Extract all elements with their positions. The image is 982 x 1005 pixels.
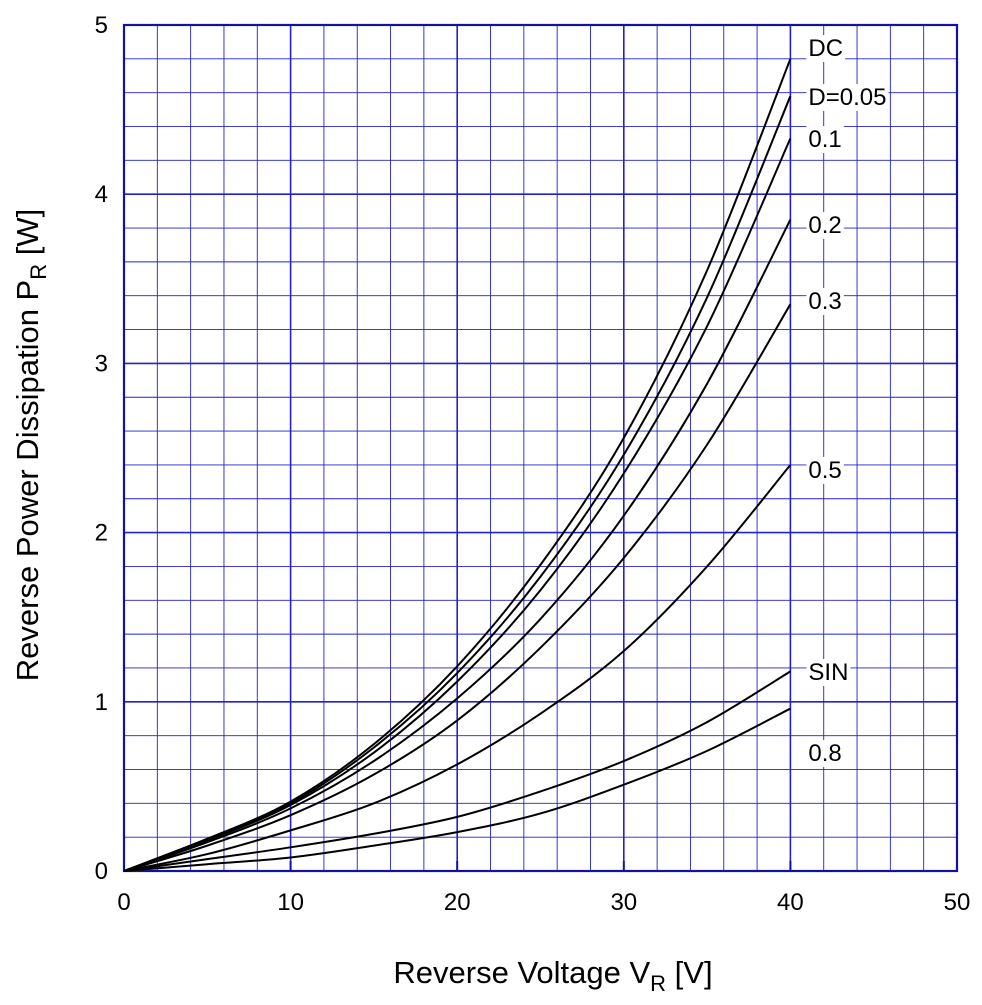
y-tick-label: 3 [95, 350, 108, 377]
series-label-bg [806, 457, 844, 484]
y-axis-title: Reverse Power Dissipation PR [W] [10, 209, 51, 681]
x-tick-label: 40 [777, 889, 804, 916]
series-label-dc: DC [808, 35, 843, 62]
x-tick-label: 20 [444, 889, 471, 916]
series-line-sin [123, 670, 791, 872]
series-label-sin: SIN [808, 659, 848, 686]
x-tick-label: 0 [117, 889, 130, 916]
y-tick-label: 4 [95, 181, 108, 208]
x-tick-label: 10 [277, 889, 304, 916]
series-label-0-3: 0.3 [808, 288, 841, 315]
y-tick-label: 2 [95, 520, 108, 547]
x-tick-label: 50 [944, 889, 971, 916]
y-axis-title-main: Reverse Power Dissipation P [10, 280, 45, 681]
series-line-0-3 [123, 303, 792, 872]
series-line-0-1 [123, 137, 792, 872]
series-labels: DC D=0.05 0.1 0.2 0.3 0.5 SIN 0.8 [806, 35, 889, 767]
plot-frame [122, 23, 959, 873]
x-axis-title: Reverse Voltage VR [V] [393, 955, 712, 996]
series-line-0-2 [123, 219, 792, 872]
series-label-bg [806, 212, 844, 239]
series-label-bg [806, 84, 889, 111]
curves [123, 58, 792, 872]
series-label-0-8: 0.8 [808, 740, 841, 767]
series-label-bg [806, 288, 844, 315]
y-tick-label: 0 [95, 858, 108, 885]
y-tick-label: 1 [95, 689, 108, 716]
series-line-0-8 [123, 707, 791, 872]
series-line-0-5 [123, 464, 792, 872]
tick-labels: 0 10 20 30 40 50 0 1 2 3 4 5 [95, 12, 971, 916]
series-label-bg [806, 35, 846, 62]
series-label-0-1: 0.1 [808, 126, 841, 153]
series-label-d-0-05: D=0.05 [808, 84, 886, 111]
series-label-0-5: 0.5 [808, 457, 841, 484]
series-label-bg [806, 659, 851, 686]
y-tick-label: 5 [95, 12, 108, 39]
y-axis-title-sub: R [26, 264, 51, 280]
y-axis-title-unit: [W] [10, 209, 45, 264]
series-label-bg [806, 740, 844, 767]
series-label-0-2: 0.2 [808, 212, 841, 239]
series-label-bg [806, 126, 844, 153]
series-line-d-0-05 [123, 95, 792, 872]
x-axis-title-unit: [V] [666, 955, 713, 990]
x-tick-label: 30 [610, 889, 637, 916]
x-axis-title-sub: R [650, 971, 666, 996]
x-axis-title-main: Reverse Voltage V [393, 955, 650, 990]
